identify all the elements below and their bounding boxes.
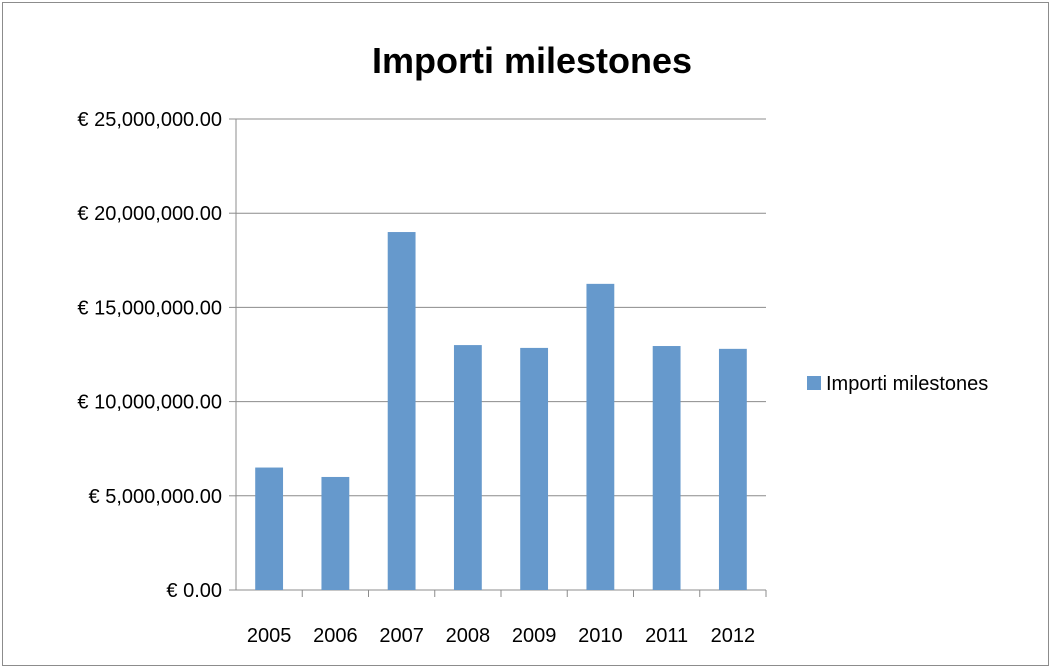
- y-tick-label: € 25,000,000.00: [77, 109, 222, 131]
- x-tick-label: 2005: [247, 625, 292, 647]
- x-tick-labels: 2005 2006 2007 2008 2009 2010 2011 2012: [247, 625, 755, 647]
- y-tick-labels: € 0.00 € 5,000,000.00 € 10,000,000.00 € 15,…: [77, 109, 222, 602]
- chart-title: Importi milestones: [372, 40, 692, 81]
- legend: Importi milestones: [807, 373, 988, 395]
- bar: [652, 346, 681, 590]
- bars: [255, 232, 747, 591]
- x-tick-label: 2011: [645, 625, 688, 647]
- legend-swatch: [807, 376, 821, 390]
- axes: [229, 118, 767, 597]
- x-tick-label: 2009: [512, 625, 557, 647]
- y-tick-label: € 10,000,000.00: [77, 392, 222, 414]
- bar: [453, 345, 482, 590]
- bar: [255, 467, 284, 590]
- y-tick-label: € 0.00: [166, 580, 222, 602]
- x-tick-label: 2008: [446, 625, 491, 647]
- x-tick-label: 2012: [711, 625, 756, 647]
- bar: [718, 348, 747, 590]
- bar: [586, 283, 615, 590]
- bar: [387, 232, 416, 591]
- bar: [321, 476, 350, 590]
- y-tick-label: € 5,000,000.00: [89, 486, 222, 508]
- bar: [520, 347, 549, 590]
- x-tick-label: 2006: [313, 625, 358, 647]
- y-tick-label: € 20,000,000.00: [77, 203, 222, 225]
- x-tick-label: 2010: [578, 625, 623, 647]
- gridlines: [236, 118, 766, 497]
- y-tick-label: € 15,000,000.00: [77, 297, 222, 319]
- x-tick-label: 2007: [379, 625, 424, 647]
- legend-label: Importi milestones: [826, 373, 988, 395]
